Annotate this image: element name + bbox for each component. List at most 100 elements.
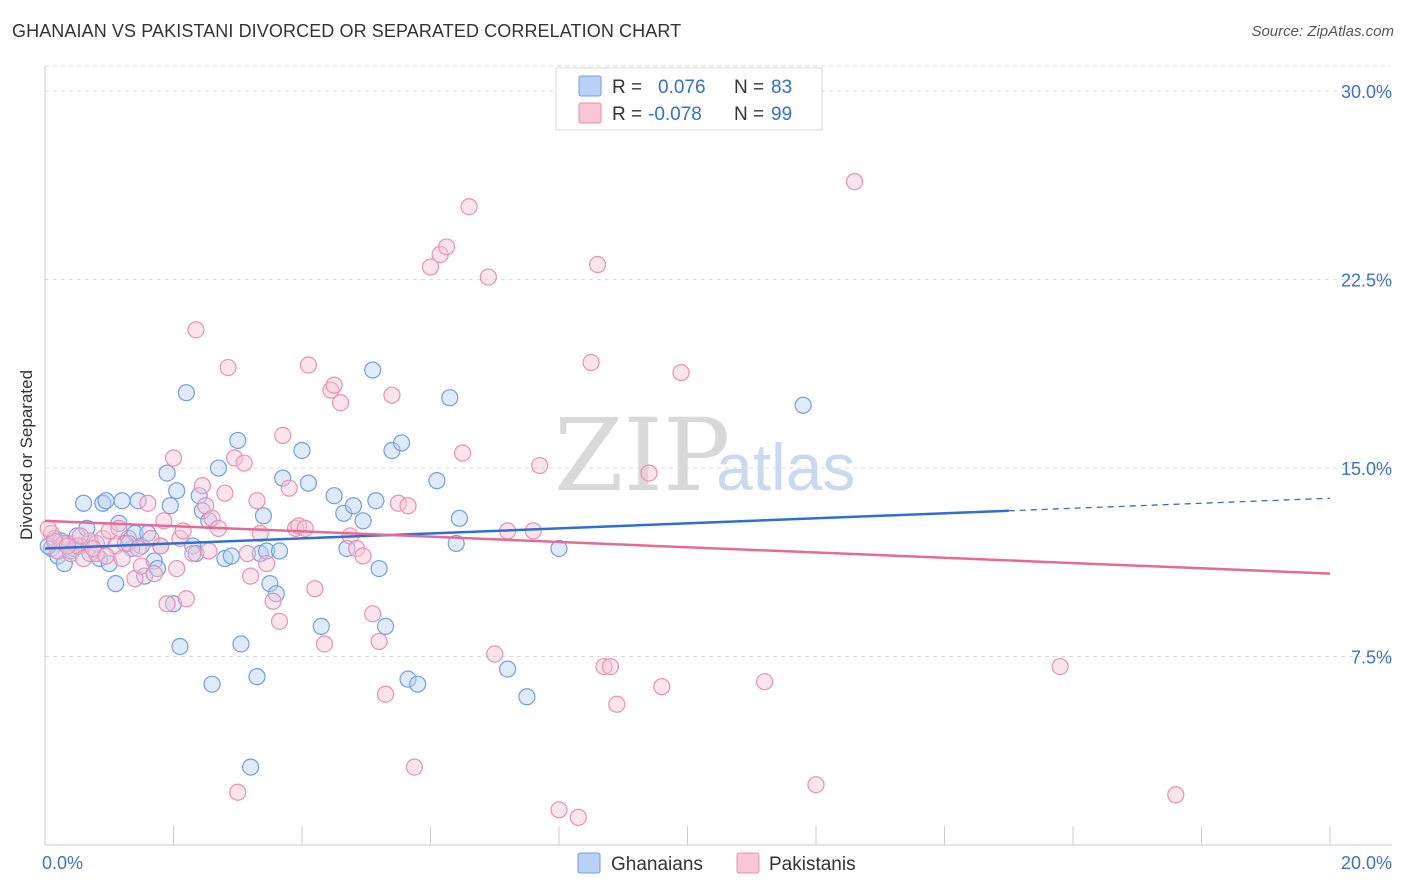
scatter-point [653, 678, 671, 696]
scatter-point [441, 389, 459, 407]
scatter-point [550, 539, 568, 558]
scatter-point [113, 492, 131, 510]
scatter-point [312, 617, 330, 635]
scatter-point [200, 542, 218, 560]
scatter-point [389, 494, 407, 512]
scatter-point [364, 361, 382, 379]
legend-r-value: 0.076 [658, 77, 706, 98]
legend-r-value: -0.078 [648, 104, 702, 125]
scatter-point [129, 492, 147, 510]
scatter-point [524, 522, 542, 540]
scatter-point [383, 386, 401, 404]
scatter-point [531, 456, 549, 475]
scatter-point [177, 590, 195, 608]
scatter-point [84, 539, 102, 558]
scatter-point [158, 595, 176, 613]
scatter-point [242, 758, 260, 776]
y-tick-label: 30.0% [1341, 82, 1392, 102]
scatter-point [338, 539, 356, 558]
scatter-point [447, 534, 465, 553]
scatter-point [392, 434, 411, 452]
scatter-point [399, 670, 417, 688]
scatter-point [261, 575, 279, 593]
scatter-point [569, 808, 587, 826]
scatter-point [219, 358, 237, 377]
scatter-point [755, 673, 774, 691]
trend-line-ghanaian [44, 509, 1009, 550]
scatter-point [142, 529, 160, 548]
watermark-zip: ZIP [554, 397, 730, 514]
scatter-point [280, 479, 298, 497]
scatter-point [132, 557, 150, 575]
scatter-point [428, 472, 446, 490]
scatter-point [582, 353, 600, 372]
scatter-point [499, 660, 517, 678]
scatter-point [222, 547, 240, 565]
scatter-point [71, 527, 89, 545]
scatter-point [203, 675, 221, 693]
scatter-point [325, 487, 343, 505]
legend-swatch-pakistani [578, 102, 602, 124]
scatter-point [454, 444, 472, 462]
scatter-point [354, 512, 372, 530]
x-tick-label: 0.0% [42, 853, 83, 873]
legend-n-label: N = [734, 104, 764, 125]
grid [45, 65, 1390, 658]
scatter-point [450, 509, 469, 527]
watermark-atlas: atlas [716, 430, 855, 504]
scatter-point [229, 783, 247, 801]
x-tick-label: 20.0% [1341, 853, 1392, 873]
scatter-point [164, 595, 183, 613]
scatter-point [325, 376, 343, 394]
scatter-point [322, 381, 340, 399]
legend-r-label: R = [612, 77, 642, 98]
legend-r-label: R = [612, 104, 642, 125]
scatter-point [74, 494, 93, 512]
scatter-point [242, 567, 260, 585]
scatter-point [376, 617, 395, 635]
scatter-point [258, 554, 276, 573]
scatter-point [171, 637, 189, 656]
scatter-point [248, 492, 266, 510]
y-tick-label: 7.5% [1351, 648, 1392, 668]
scatter-point [232, 635, 250, 653]
scatter-point [139, 494, 157, 512]
scatter-point [1167, 786, 1185, 804]
scatter-point [274, 426, 292, 444]
scatter-point [588, 255, 607, 274]
legend-swatch-pakistanis [736, 852, 760, 874]
scatter-point [1051, 657, 1069, 676]
source-label: Source: ZipAtlas.com [1251, 23, 1394, 40]
scatter-point [168, 482, 186, 500]
scatter-point [209, 459, 228, 477]
watermark: ZIP atlas [554, 397, 855, 514]
scatter-point [135, 567, 154, 585]
scatter-point [293, 441, 311, 460]
scatter-point [97, 547, 115, 565]
scatter-point [421, 258, 440, 276]
scatter-point [376, 685, 395, 703]
scatter-point [164, 449, 183, 467]
scatter-point [203, 509, 221, 527]
scatter-point [344, 497, 362, 515]
scatter-point [595, 657, 613, 676]
scatter-point [193, 477, 212, 495]
scatter-point [161, 497, 179, 515]
scatter-point [437, 238, 456, 256]
scatter-point [601, 657, 620, 676]
scatter-point [299, 356, 318, 374]
y-tick-labels: 7.5% 15.0% 22.5% 30.0% [1341, 82, 1392, 667]
legend-label-pakistanis: Pakistanis [769, 854, 856, 875]
scatter-point [405, 758, 424, 776]
scatter-point [274, 469, 292, 487]
legend-n-label: N = [734, 77, 764, 98]
scatter-point [39, 519, 57, 537]
scatter-point [550, 801, 568, 819]
scatter-point [168, 559, 186, 578]
scatter-point [479, 268, 497, 286]
scatter-point [254, 507, 273, 525]
scatter-point [216, 484, 234, 502]
scatter-point [113, 549, 131, 568]
scatter-point [58, 537, 77, 555]
